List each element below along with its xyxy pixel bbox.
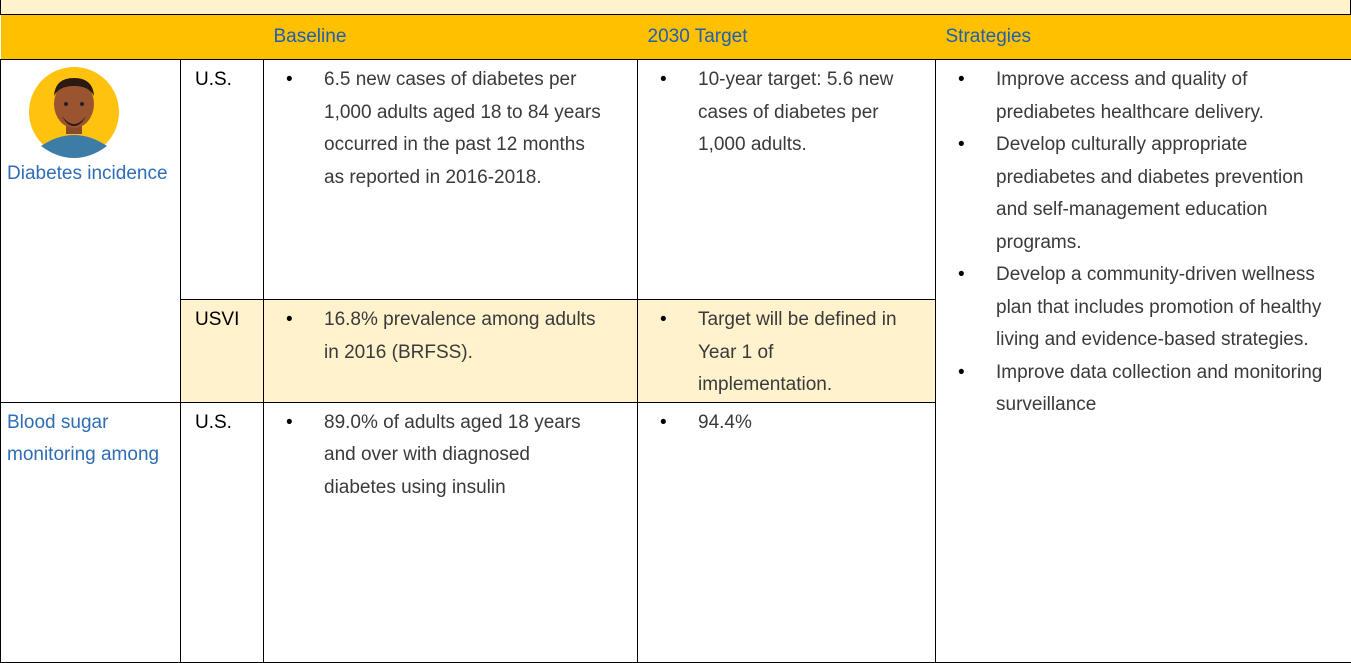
- col-header: 2030 Target: [638, 15, 936, 60]
- baseline: 6.5 new cases of diabetes per 1,000 adul…: [264, 64, 637, 194]
- baseline: 16.8% prevalence among adults in 2016 (B…: [264, 304, 637, 369]
- baseline: 89.0% of adults aged 18 years and over w…: [264, 407, 637, 505]
- strategy: Develop a community-driven wellness plan…: [936, 259, 1351, 357]
- col-header: Baseline: [264, 15, 638, 60]
- avatar: [29, 66, 119, 158]
- target: 94.4%: [638, 407, 935, 440]
- row: Diabetes incidence U.S. 6.5 new cases of…: [1, 60, 1351, 300]
- header-row: Baseline 2030 Target Strategies: [1, 15, 1351, 60]
- region: USVI: [181, 300, 264, 403]
- col-header: Strategies: [936, 15, 1351, 60]
- region: U.S.: [181, 402, 264, 662]
- measure: Blood sugar monitoring among: [7, 407, 180, 472]
- top-strip: [0, 0, 1351, 15]
- strategy: Improve access and quality of prediabete…: [936, 64, 1351, 129]
- region: U.S.: [181, 60, 264, 300]
- page: Baseline 2030 Target Strategies Diabetes…: [0, 0, 1351, 626]
- table: Baseline 2030 Target Strategies Diabetes…: [0, 15, 1351, 663]
- measure-cell: Diabetes incidence: [1, 60, 181, 403]
- target: Target will be defined in Year 1 of impl…: [638, 304, 935, 402]
- strategy: Improve data collection and monitoring s…: [936, 357, 1351, 422]
- strategy: Develop culturally appropriate prediabet…: [936, 129, 1351, 259]
- measure: Diabetes incidence: [7, 160, 180, 188]
- target: 10-year target: 5.6 new cases of diabete…: [638, 64, 935, 162]
